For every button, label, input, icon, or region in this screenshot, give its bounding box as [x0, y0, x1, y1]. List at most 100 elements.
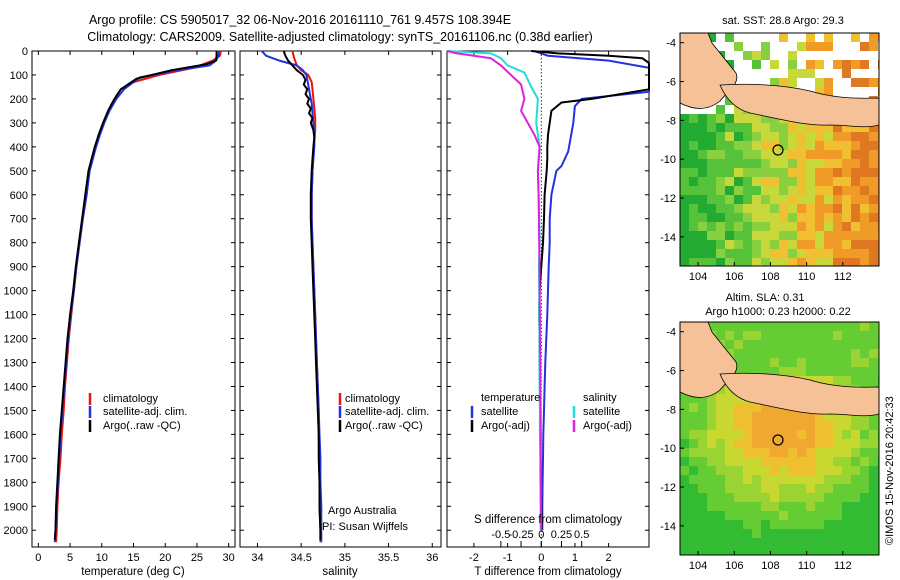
sla-cell — [770, 421, 779, 430]
sst-cell — [824, 159, 833, 168]
sla-cell — [869, 520, 878, 529]
sst-cell — [761, 222, 770, 231]
sst-cell — [842, 231, 851, 240]
sla-cell — [833, 520, 842, 529]
sst-cell — [860, 150, 869, 159]
sla-cell — [860, 520, 869, 529]
sst-cell — [860, 186, 869, 195]
sla-cell — [851, 421, 860, 430]
sla-cell — [806, 448, 815, 457]
sst-cell — [779, 150, 788, 159]
sst-cell — [788, 60, 797, 69]
sla-cell — [698, 511, 707, 520]
sla-cell — [869, 439, 878, 448]
y-tick-label: 700 — [10, 214, 28, 226]
sst-cell — [734, 123, 743, 132]
sla-cell — [869, 322, 878, 331]
sst-cell — [815, 177, 824, 186]
sla-cell — [689, 457, 698, 466]
x-tick-label: 34 — [251, 552, 263, 564]
sla-cell — [716, 547, 725, 555]
sst-cell — [779, 240, 788, 249]
temperature-series — [53, 50, 222, 543]
sla-cell — [842, 484, 851, 493]
sla-cell — [734, 511, 743, 520]
sla-cell — [752, 322, 761, 331]
sla-cell — [806, 475, 815, 484]
sla-cell — [743, 367, 752, 376]
sla-cell — [788, 466, 797, 475]
sst-cell — [770, 60, 779, 69]
sst-cell — [869, 222, 878, 231]
sla-cell — [752, 493, 761, 502]
sla-cell — [680, 448, 689, 457]
sla-cell — [788, 493, 797, 502]
sla-cell — [689, 484, 698, 493]
sst-cell — [869, 33, 878, 42]
sla-cell — [716, 403, 725, 412]
sla-cell — [788, 538, 797, 547]
sla-cell — [806, 430, 815, 439]
sla-cell — [833, 358, 842, 367]
sla-cell — [680, 457, 689, 466]
sla-cell — [770, 322, 779, 331]
sla-cell — [707, 538, 716, 547]
sst-cell — [761, 132, 770, 141]
sst-cell — [869, 240, 878, 249]
sla-cell — [680, 412, 689, 421]
sst-cell — [752, 258, 761, 266]
sst-cell — [689, 195, 698, 204]
sla-cell — [761, 421, 770, 430]
sla-cell — [851, 538, 860, 547]
sla-cell — [806, 538, 815, 547]
sla-cell — [860, 538, 869, 547]
y-tick-label: 1800 — [4, 477, 28, 489]
sst-cell — [779, 132, 788, 141]
sst-cell — [761, 195, 770, 204]
sla-cell — [761, 457, 770, 466]
y-tick-label: 1000 — [4, 286, 28, 298]
sst-cell — [815, 213, 824, 222]
legend-satellite-label: satellite-adj. clim. — [345, 406, 429, 418]
sla-cell — [779, 511, 788, 520]
sla-cell — [824, 520, 833, 529]
sst-cell — [680, 159, 689, 168]
sst-cell — [869, 150, 878, 159]
sla-cell — [761, 340, 770, 349]
sst-cell — [797, 150, 806, 159]
sla-cell — [851, 340, 860, 349]
sst-cell — [698, 195, 707, 204]
sla-cell — [770, 430, 779, 439]
sst-cell — [680, 222, 689, 231]
x-tick-label: 5 — [67, 552, 73, 564]
sla-cell — [689, 475, 698, 484]
sla-cell — [797, 529, 806, 538]
series-line-argo — [282, 50, 322, 540]
map-y-tick-label: -4 — [666, 327, 676, 339]
sst-cell — [680, 195, 689, 204]
sla-cell — [743, 493, 752, 502]
sla-cell — [824, 322, 833, 331]
sla-cell — [725, 430, 734, 439]
sst-cell — [752, 168, 761, 177]
sst-cell — [797, 213, 806, 222]
sst-cell — [770, 195, 779, 204]
sla-cell — [770, 349, 779, 358]
sla-cell — [851, 529, 860, 538]
sla-cell — [860, 358, 869, 367]
sla-cell — [797, 520, 806, 529]
sst-cell — [842, 69, 851, 78]
sla-cell — [779, 484, 788, 493]
sla-cell — [797, 439, 806, 448]
sst-cell — [680, 231, 689, 240]
sst-cell — [788, 222, 797, 231]
map-y-tick-label: -8 — [666, 404, 676, 416]
sla-cell — [833, 376, 842, 385]
sst-cell — [761, 159, 770, 168]
sst-map-axes: 104 106 108 110 112 -4 -6 -8 -10 -12 -14 — [660, 38, 851, 283]
sst-cell — [806, 186, 815, 195]
sla-cell — [824, 484, 833, 493]
map-x-tick-label: 104 — [689, 560, 707, 572]
sla-cell — [815, 376, 824, 385]
sla-cell — [833, 511, 842, 520]
